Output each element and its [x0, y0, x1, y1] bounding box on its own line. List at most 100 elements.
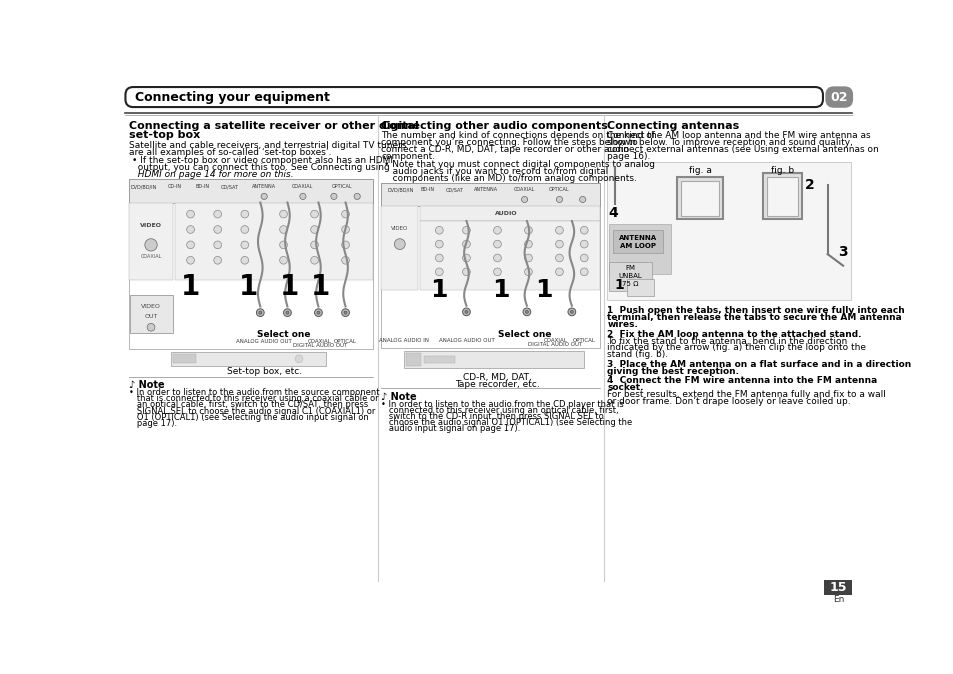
- Circle shape: [493, 254, 500, 262]
- Text: page 16).: page 16).: [607, 152, 650, 160]
- Circle shape: [261, 193, 267, 200]
- Circle shape: [579, 268, 587, 276]
- Text: component you’re connecting. Follow the steps below to: component you’re connecting. Follow the …: [381, 138, 638, 147]
- Text: Connecting your equipment: Connecting your equipment: [134, 90, 330, 104]
- Circle shape: [344, 311, 347, 314]
- Circle shape: [213, 256, 221, 264]
- Circle shape: [279, 241, 287, 249]
- Circle shape: [394, 239, 405, 249]
- Circle shape: [145, 239, 157, 251]
- Text: ANTENNA: ANTENNA: [474, 187, 497, 192]
- Circle shape: [555, 226, 562, 234]
- Bar: [679, 181, 719, 216]
- Circle shape: [311, 241, 318, 249]
- Text: shown below. To improve reception and sound quality,: shown below. To improve reception and so…: [607, 138, 853, 147]
- Bar: [381, 206, 418, 290]
- Text: 1: 1: [181, 273, 200, 301]
- Circle shape: [258, 311, 261, 314]
- Circle shape: [187, 226, 194, 233]
- Circle shape: [187, 241, 194, 249]
- Bar: [130, 295, 172, 334]
- Circle shape: [579, 240, 587, 248]
- Bar: [129, 179, 373, 203]
- Circle shape: [464, 310, 468, 313]
- Text: giving the best reception.: giving the best reception.: [607, 367, 739, 375]
- FancyBboxPatch shape: [825, 87, 852, 107]
- Text: Select one: Select one: [497, 330, 551, 339]
- Text: To fix the stand to the antenna, bend in the direction: To fix the stand to the antenna, bend in…: [607, 336, 847, 346]
- Bar: [626, 279, 654, 296]
- Text: connect a CD-R, MD, DAT, tape recorder or other audio: connect a CD-R, MD, DAT, tape recorder o…: [381, 145, 629, 154]
- Bar: [381, 183, 599, 348]
- Text: CD/SAT: CD/SAT: [220, 184, 238, 189]
- Text: SIGNAL SEL to choose the audio signal C1 (COAXIAL1) or: SIGNAL SEL to choose the audio signal C1…: [129, 406, 375, 416]
- Text: connect external antennas (see Using external antennas on: connect external antennas (see Using ext…: [607, 145, 879, 154]
- Circle shape: [341, 241, 349, 249]
- Bar: [129, 179, 373, 349]
- Circle shape: [525, 310, 528, 313]
- Bar: [423, 356, 455, 363]
- Text: ANALOG AUDIO IN: ANALOG AUDIO IN: [379, 338, 429, 343]
- Text: Connecting a satellite receiver or other digital: Connecting a satellite receiver or other…: [129, 121, 417, 131]
- Circle shape: [435, 226, 443, 234]
- Circle shape: [187, 210, 194, 218]
- Circle shape: [213, 226, 221, 233]
- Text: audio jacks if you want to record to/from digital: audio jacks if you want to record to/fro…: [384, 167, 608, 176]
- Text: component.: component.: [381, 152, 435, 160]
- Text: Tape recorder, etc.: Tape recorder, etc.: [455, 379, 539, 389]
- Circle shape: [524, 226, 532, 234]
- Circle shape: [213, 210, 221, 218]
- Text: 1: 1: [311, 273, 330, 301]
- Circle shape: [354, 193, 360, 200]
- Text: 4: 4: [608, 206, 618, 220]
- Text: connected to this receiver using an optical cable, first,: connected to this receiver using an opti…: [381, 406, 618, 415]
- Text: The number and kind of connections depends on the kind of: The number and kind of connections depen…: [381, 131, 655, 140]
- Text: AUDIO: AUDIO: [495, 211, 517, 216]
- Text: DIGITAL AUDIO OUT: DIGITAL AUDIO OUT: [528, 342, 582, 348]
- Text: components (like an MD) to/from analog components.: components (like an MD) to/from analog c…: [384, 174, 637, 183]
- Circle shape: [435, 268, 443, 276]
- Text: 1: 1: [492, 278, 510, 303]
- Text: O1 (OPTICAL1) (see Selecting the audio input signal on: O1 (OPTICAL1) (see Selecting the audio i…: [129, 412, 368, 422]
- Circle shape: [579, 196, 585, 203]
- Bar: [174, 203, 373, 280]
- Text: OPTICAL: OPTICAL: [572, 338, 595, 343]
- Circle shape: [241, 241, 249, 249]
- Circle shape: [579, 226, 587, 234]
- Text: CD/SAT: CD/SAT: [445, 187, 463, 192]
- Circle shape: [567, 308, 575, 315]
- Circle shape: [213, 241, 221, 249]
- Circle shape: [279, 226, 287, 233]
- Text: set-top box: set-top box: [129, 130, 199, 140]
- Bar: [823, 580, 852, 595]
- Text: OUT: OUT: [144, 314, 157, 319]
- Text: are all examples of so-called ‘set-top boxes’.: are all examples of so-called ‘set-top b…: [129, 148, 331, 157]
- Text: or door frame. Don’t drape loosely or leave coiled up.: or door frame. Don’t drape loosely or le…: [607, 396, 850, 406]
- Circle shape: [256, 309, 264, 317]
- Text: output, you can connect this too. See Connecting using: output, you can connect this too. See Co…: [132, 163, 389, 173]
- Text: • In order to listen to the audio from the source component: • In order to listen to the audio from t…: [129, 388, 378, 397]
- Bar: [762, 173, 801, 220]
- Text: 1: 1: [239, 273, 258, 301]
- Text: VIDEO: VIDEO: [140, 223, 162, 228]
- Circle shape: [524, 268, 532, 276]
- Circle shape: [341, 256, 349, 264]
- Text: BD-IN: BD-IN: [420, 187, 435, 192]
- Text: For best results, extend the FM antenna fully and fix to a wall: For best results, extend the FM antenna …: [607, 390, 885, 398]
- Text: 4  Connect the FM wire antenna into the FM antenna: 4 Connect the FM wire antenna into the F…: [607, 376, 877, 385]
- Circle shape: [462, 268, 470, 276]
- Text: 1: 1: [280, 273, 299, 301]
- Text: ♪ Note: ♪ Note: [129, 380, 164, 390]
- Text: DVD/BD/IN: DVD/BD/IN: [387, 187, 414, 192]
- Circle shape: [555, 240, 562, 248]
- Circle shape: [524, 254, 532, 262]
- Circle shape: [279, 210, 287, 218]
- Text: Connecting antennas: Connecting antennas: [607, 121, 739, 131]
- Circle shape: [522, 308, 530, 315]
- Circle shape: [462, 240, 470, 248]
- Circle shape: [435, 254, 443, 262]
- Text: terminal, then release the tabs to secure the AM antenna: terminal, then release the tabs to secur…: [607, 313, 902, 322]
- Text: fig. a: fig. a: [688, 166, 711, 175]
- Circle shape: [316, 311, 319, 314]
- Circle shape: [299, 193, 306, 200]
